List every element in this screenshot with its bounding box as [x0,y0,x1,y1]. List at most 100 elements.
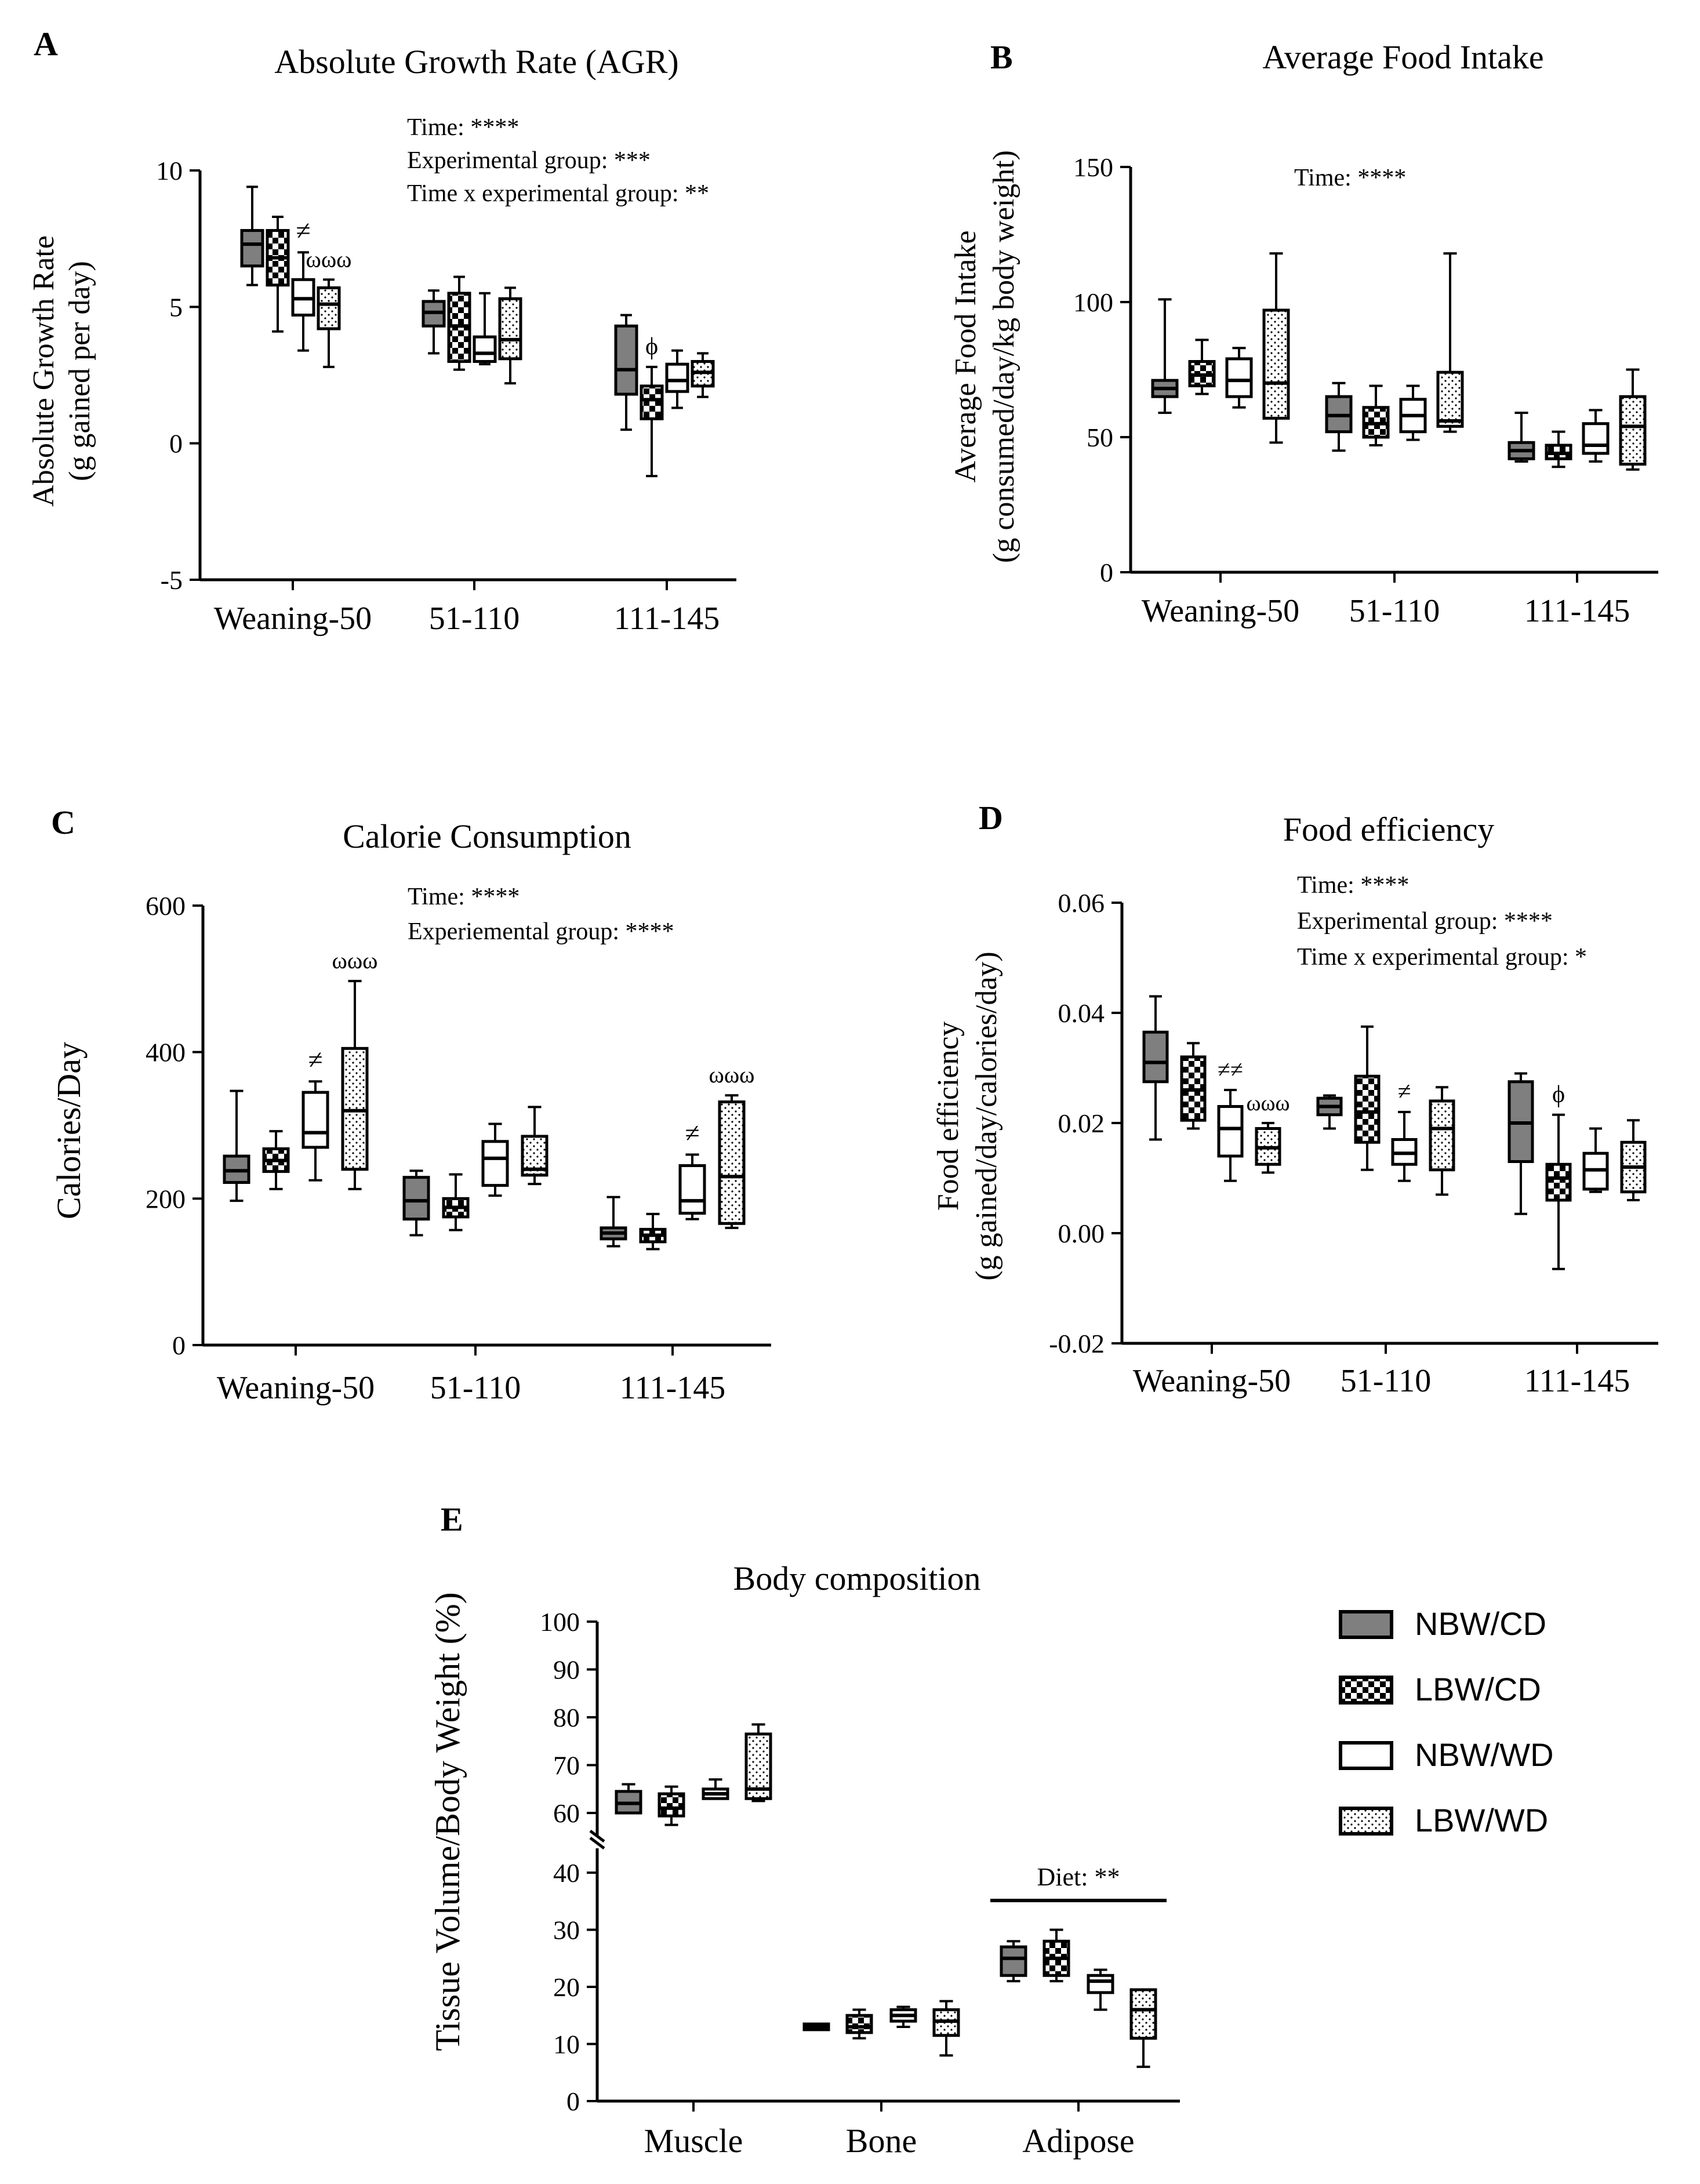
axes [1111,902,1658,1354]
box-plots [240,186,715,478]
x-tick-label: Adipose [1022,2122,1134,2160]
box-lbw-wd [1429,1086,1455,1196]
stats-line: Experiemental group: **** [408,918,674,945]
axes [190,169,736,590]
x-tick-label: Weaning-50 [1142,593,1299,629]
box-iqr [665,362,689,393]
y-axis-label: Average Food Intake (g consumed/day/kg b… [949,150,1020,563]
annotations: ≠ ωωω ≠ ωωω [308,947,754,1147]
x-tick-label: 51-110 [429,601,520,637]
annotation: ≠≠ [1218,1056,1243,1082]
box-nbw-cd [1000,1940,1027,1983]
stats-line: Time: **** [407,114,519,141]
y-tick-labels: 100 90 80 70 60 40 30 20 10 0 [540,1607,580,2116]
y-tick-label: 60 [553,1798,580,1828]
box-iqr [640,384,664,420]
panel-letter: A [34,25,58,63]
x-tick-labels: Weaning-50 51-110 111-145 [214,601,720,637]
box-iqr [1619,395,1647,466]
stats-line: Time: **** [1294,165,1406,191]
annotation: ωωω [306,246,352,272]
panel-a: A Absolute Growth Rate (AGR) Absolute Gr… [27,25,736,637]
box-iqr [1129,1988,1157,2040]
legend-swatch-checker [1339,1676,1393,1705]
box-lbw-wd [932,2000,960,2057]
box-iqr [1429,1099,1455,1172]
y-tick-label: 0.02 [1058,1109,1105,1138]
box-iqr [614,324,638,396]
box-plots [1151,252,1647,471]
box-iqr [1225,357,1253,398]
box-nbw-wd [678,1153,706,1220]
box-lbw-wd [1255,1122,1281,1174]
box-nbw-cd [223,1089,250,1202]
box-iqr [658,1792,685,1818]
y-tick-label: 0 [172,1331,186,1360]
box-lbw-cd [1362,384,1390,446]
stats-line: Experimental group: *** [407,147,651,174]
box-lbw-cd [640,365,664,478]
box-nbw-wd [1391,1111,1418,1182]
box-lbw-wd [718,1094,746,1229]
legend-label: NBW/CD [1415,1605,1546,1642]
x-tick-label: Muscle [644,2122,743,2160]
stats-line: Time x experimental group: ** [407,180,709,207]
x-tick-label: Weaning-50 [217,1370,375,1406]
panel-letter: E [441,1500,463,1538]
y-tick-labels: 150 100 50 0 [1073,152,1113,587]
box-lbw-cd [1545,430,1572,468]
y-label-line-1: Calories/Day [50,1042,88,1219]
y-tick-label: -5 [161,565,183,595]
box-iqr [1582,422,1610,455]
box-nbw-wd [665,349,689,409]
legend-label: LBW/CD [1415,1671,1541,1707]
annotation: ϕ [1552,1081,1565,1108]
box-iqr [240,229,264,268]
legend-swatch-gray [1339,1610,1393,1639]
panel-title: Average Food Intake [1262,38,1543,76]
y-tick-label: 20 [553,1972,580,2002]
box-lbw-wd [498,286,522,385]
panel-title: Body composition [733,1560,981,1597]
box-nbw-cd [614,314,638,431]
x-tick-label: Weaning-50 [214,601,372,637]
box-iqr [481,1140,509,1187]
y-tick-label: 10 [156,156,183,186]
box-nbw-wd [1217,1089,1244,1182]
y-tick-label: 0.04 [1058,998,1105,1028]
box-iqr [845,2014,873,2034]
y-tick-labels: 0.06 0.04 0.02 0.00 -0.02 [1049,888,1105,1358]
box-lbw-wd [1436,252,1464,433]
box-nbw-wd [1225,347,1253,409]
box-nbw-cd [422,289,446,355]
box-nbw-wd [889,2005,917,2028]
box-lbw-cd [442,1173,470,1231]
box-lbw-wd [1620,1119,1647,1201]
legend-item: LBW/WD [1339,1802,1548,1838]
box-iqr [1436,370,1464,428]
y-tick-label: 80 [553,1703,580,1732]
y-label-line-1: Average Food Intake [949,230,982,482]
legend-label: NBW/WD [1415,1736,1554,1773]
annotations: ≠ ωωω ϕ [296,216,658,360]
box-iqr [1087,1974,1114,1994]
box-iqr [1545,1162,1572,1202]
axes [192,904,771,1356]
x-tick-label: 111-145 [1524,593,1630,629]
y-axis-label: Absolute Growth Rate (g gained per day) [27,235,96,507]
legend: NBW/CD LBW/CD NBW/WD LBW/WD [1339,1605,1554,1838]
box-nbw-cd [1142,995,1169,1141]
legend-item: LBW/CD [1339,1671,1541,1707]
panel-letter: B [990,38,1013,76]
panel-b: B Average Food Intake Average Food Intak… [949,38,1658,629]
box-lbw-wd [317,278,341,368]
y-tick-label: 100 [1073,288,1113,317]
legend-swatch-white [1339,1741,1393,1770]
axes [1120,166,1658,583]
box-iqr [1262,308,1290,420]
panel-e: E Body composition Tissue Volume/Body We… [428,1500,1180,2160]
annotation: ≠ [308,1045,322,1074]
x-tick-label: Weaning-50 [1133,1363,1291,1399]
y-tick-label: 200 [146,1184,186,1213]
box-nbw-cd [615,1783,642,1815]
